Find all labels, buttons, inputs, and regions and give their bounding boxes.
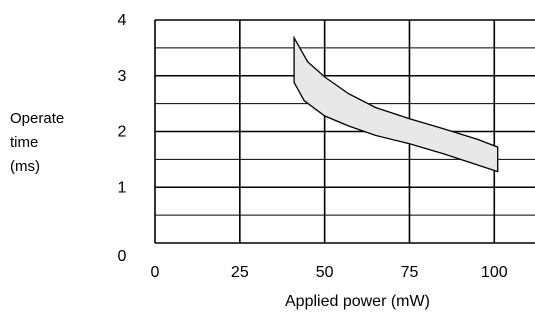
y-axis-title-line: time xyxy=(10,134,39,151)
x-axis-title: Applied power (mW) xyxy=(285,293,430,310)
y-tick-label: 1 xyxy=(118,179,127,196)
grid xyxy=(154,19,535,244)
tick-labels: 0 25 50 75 100 0 1 2 3 4 xyxy=(118,12,508,281)
y-tick-label: 4 xyxy=(118,12,127,29)
y-tick-label: 0 xyxy=(118,248,127,265)
x-tick-label: 75 xyxy=(401,264,419,281)
operate-time-band xyxy=(293,35,499,173)
y-axis-title-line: Operate xyxy=(10,110,65,127)
y-tick-label: 2 xyxy=(118,124,127,141)
x-tick-label: 0 xyxy=(151,264,160,281)
y-tick-label: 3 xyxy=(118,68,127,85)
y-axis-title: Operate time (ms) xyxy=(10,107,90,179)
x-tick-label: 50 xyxy=(316,264,334,281)
y-axis-title-line: (ms) xyxy=(10,158,40,175)
x-tick-label: 100 xyxy=(481,264,508,281)
x-tick-label: 25 xyxy=(231,264,249,281)
